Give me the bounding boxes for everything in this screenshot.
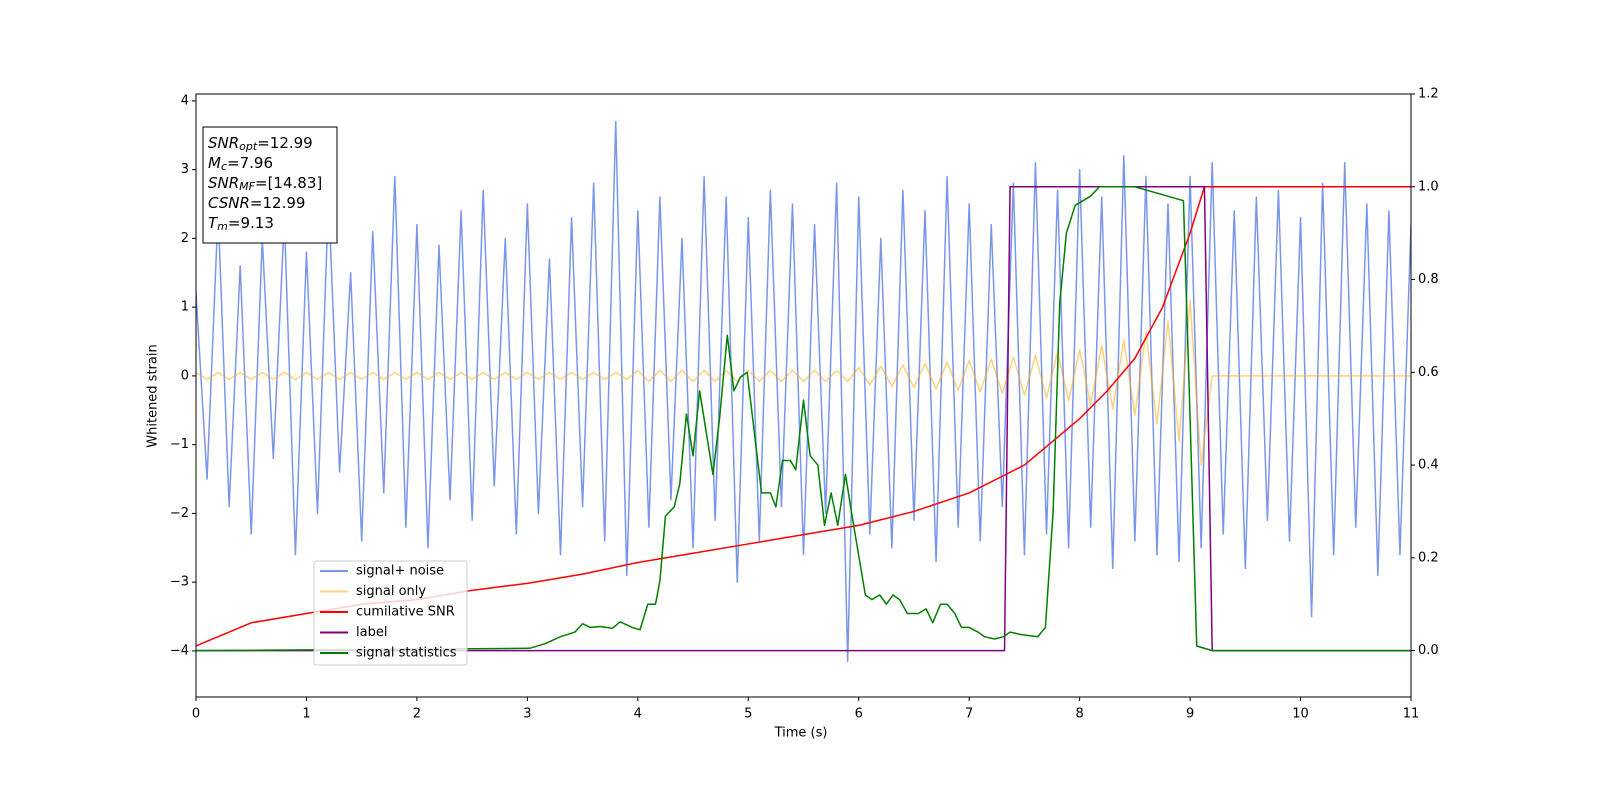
series-line	[196, 120, 1411, 662]
legend-label: cumilative SNR	[356, 605, 455, 620]
legend-label: signal statistics	[356, 646, 457, 661]
x-tick-label: 7	[965, 707, 973, 722]
y-tick-label: −1	[170, 437, 189, 452]
annotation-part: =12.99	[257, 134, 313, 152]
y2-tick-label: 0.4	[1418, 458, 1439, 473]
y2-tick-label: 0.6	[1418, 365, 1439, 380]
annotation-part: M	[208, 154, 221, 172]
annotation-part: =7.96	[227, 154, 273, 172]
annotation-text: Tm=9.13	[208, 214, 274, 234]
y-tick-label: 2	[181, 231, 189, 246]
x-axis-label: Time (s)	[774, 726, 828, 741]
annotation-part: opt	[239, 140, 258, 153]
y-tick-label: −4	[170, 643, 189, 658]
x-tick-label: 8	[1075, 707, 1083, 722]
legend-box	[313, 560, 468, 666]
y-tick-label: 3	[181, 162, 189, 177]
legend-label: signal only	[356, 584, 426, 599]
x-tick-label: 6	[855, 707, 863, 722]
annotation-part: =12.99	[250, 194, 306, 212]
x-tick-label: 9	[1186, 707, 1194, 722]
y-tick-label: 0	[181, 368, 189, 383]
legend-label: label	[356, 625, 387, 640]
axes-frame	[195, 93, 1412, 698]
annotation-text: SNRMF=[14.83]	[208, 174, 322, 194]
annotation-part: SNR	[208, 134, 239, 152]
y2-tick-label: 0.0	[1418, 643, 1439, 658]
annotation-text: SNRopt=12.99	[208, 134, 313, 154]
annotation-box	[202, 126, 338, 244]
x-tick-label: 10	[1292, 707, 1309, 722]
annotation-part: =9.13	[228, 214, 274, 232]
annotation-part: MF	[239, 180, 255, 193]
x-tick-label: 4	[634, 707, 642, 722]
x-tick-label: 2	[413, 707, 421, 722]
annotation-part: =[14.83]	[255, 174, 322, 192]
x-tick-label: 3	[523, 707, 531, 722]
annotation-part: c	[221, 160, 227, 173]
y2-tick-label: 0.2	[1418, 550, 1439, 565]
y-axis-label: Whitened strain	[146, 344, 161, 447]
y-tick-label: −3	[170, 575, 189, 590]
series-line	[196, 186, 1411, 652]
x-tick-label: 5	[744, 707, 752, 722]
y2-tick-label: 1.0	[1418, 179, 1439, 194]
legend-label: signal+ noise	[356, 564, 444, 579]
x-tick-label: 11	[1403, 707, 1420, 722]
y-tick-label: −2	[170, 506, 189, 521]
annotation-part: T	[208, 214, 219, 232]
y2-tick-label: 0.8	[1418, 272, 1439, 287]
x-tick-label: 0	[192, 707, 200, 722]
annotation-part: SNR	[208, 174, 239, 192]
annotation-text: Mc=7.96	[208, 154, 273, 174]
annotation-part: m	[217, 220, 228, 233]
y-tick-label: 1	[181, 300, 189, 315]
y2-tick-label: 1.2	[1418, 87, 1439, 102]
annotation-part: CSNR	[208, 194, 250, 212]
y-tick-label: 4	[181, 93, 189, 108]
annotation-text: CSNR=12.99	[208, 194, 305, 212]
x-tick-label: 1	[302, 707, 310, 722]
